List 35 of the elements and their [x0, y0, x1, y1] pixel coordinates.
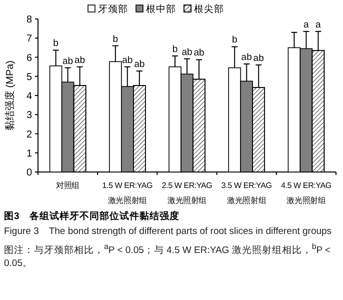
data-label: ab — [62, 56, 74, 67]
data-label: b — [232, 34, 238, 46]
data-label: ab — [194, 48, 204, 59]
data-label: ab — [241, 52, 252, 63]
data-label: ab — [134, 59, 145, 70]
y-tick-label: 3 — [26, 110, 32, 122]
data-label: ab — [122, 54, 133, 66]
x-tick-label: 4.5 W ER:YAG 激光照射组 — [281, 181, 332, 205]
data-label: b — [172, 44, 178, 55]
data-label: ab — [253, 52, 264, 64]
x-tick-label: 3.5 W ER:YAG 激光照射组 — [221, 181, 272, 205]
y-tick-label: 7 — [26, 34, 32, 45]
data-label: ab — [182, 46, 192, 58]
legend-label: 根尖部 — [194, 3, 224, 15]
data-label: b — [53, 38, 58, 50]
legend-label: 根中部 — [146, 3, 176, 15]
data-label: a — [304, 19, 310, 30]
x-tick-label: 1.5 W ER:YAG 激光照射组 — [102, 181, 153, 205]
data-label: ab — [74, 54, 86, 66]
annotation: 图注：与牙颈部相比，$^{a}$P < 0.05；与 4.5 W ER:YAG 激光照射组相比，$^{b}$P < 0.05。 — [4, 241, 332, 270]
y-axis-title: 黏结强度 (MPa) — [4, 60, 16, 130]
y-tick-label: 4 — [26, 91, 32, 102]
annotation: 图3 各组试样牙不同部位试件黏结强度 — [4, 210, 180, 223]
annotation: Figure 3 The bond strength of different parts of root slices in different groups — [4, 225, 333, 238]
y-tick-label: 6 — [26, 52, 32, 64]
y-tick-label: 2 — [26, 129, 32, 140]
y-tick-label: 0 — [26, 168, 32, 178]
x-tick-label: 2.5 W ER:YAG 激光照射组 — [162, 181, 212, 205]
y-tick-label: 5 — [26, 72, 32, 83]
legend-label: 牙颈部 — [98, 3, 128, 15]
x-tick-label: 对照组 — [56, 181, 80, 190]
y-tick-label: 1 — [26, 148, 32, 160]
data-label: b — [112, 34, 118, 45]
y-tick-label: 8 — [26, 14, 32, 26]
data-label: a — [316, 19, 322, 30]
